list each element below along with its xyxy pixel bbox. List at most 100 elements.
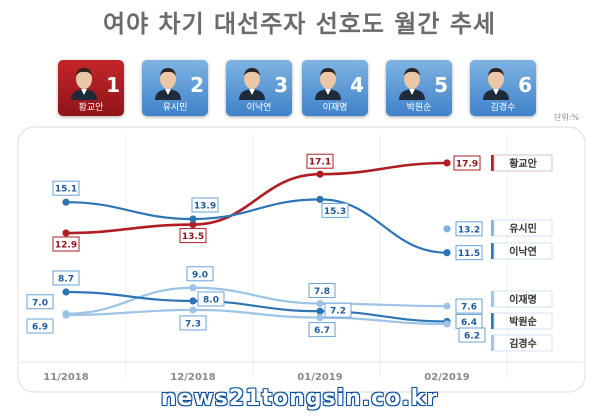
chart-title: 여야 차기 대선주자 선호도 월간 추세 [103,10,496,38]
candidate-card: 5 박원순 [386,60,452,116]
data-point [62,311,70,319]
plot-frame [17,126,586,393]
x-tick-label: 12/2018 [170,372,215,383]
candidate-rank: 2 [190,73,204,97]
unit-label: 단위:% [553,113,579,122]
data-label: 7.8 [314,287,330,297]
legend-label: 김경수 [509,337,537,350]
portrait-icon [155,68,181,100]
series-line [65,290,448,323]
data-point [62,198,70,206]
data-label: 6.4 [461,318,477,328]
data-label: 11.5 [458,249,480,259]
legend-box [493,242,553,260]
x-tick-label: 02/2019 [424,372,469,383]
data-point [443,320,451,328]
candidate-rank: 6 [518,73,532,97]
data-label-box [453,155,481,171]
portrait-icon [399,68,425,100]
data-label-box [186,266,214,282]
data-label: 9.0 [192,270,208,280]
legend-label: 유시민 [509,222,537,235]
data-label: 8.7 [58,275,74,285]
data-label: 6.2 [464,332,480,342]
data-point [189,306,197,314]
data-label-box [52,236,80,252]
candidate-card: 1 황교안 [58,60,124,116]
x-tick-label: 11/2018 [43,372,88,383]
data-label-box [455,221,483,237]
candidate-card: 6 김경수 [470,60,536,116]
candidate-name: 이낙연 [246,103,272,113]
data-point [316,170,324,178]
candidate-name: 이재명 [322,103,348,113]
data-point [316,307,324,315]
legend-box [493,154,553,172]
data-label-box [308,283,336,299]
legend-marker [491,335,494,351]
data-point [316,299,324,308]
portrait-icon [71,68,97,100]
candidate-name: 유시민 [162,103,188,113]
data-point [316,195,324,203]
candidate-name: 박원순 [406,103,432,113]
data-label-box [191,197,219,213]
data-label-box [179,228,207,244]
data-label-box [306,153,334,169]
data-point [189,215,197,223]
data-label: 6.9 [32,323,48,333]
data-label: 12.9 [55,241,77,251]
data-label: 13.9 [194,202,216,212]
legend-marker [491,220,494,236]
legend-label: 황교안 [509,157,537,170]
candidate-card: 3 이낙연 [226,60,292,116]
data-label-box [26,318,54,334]
portrait-icon [483,68,509,100]
watermark: news21tongsin.co.kr [160,386,439,411]
data-label: 7.6 [461,303,477,313]
data-point [443,225,451,233]
candidate-rank: 5 [434,73,448,97]
legend-label: 박원순 [509,315,537,328]
data-label-box [52,270,80,286]
data-label: 8.0 [203,295,219,305]
data-label: 15.1 [55,185,77,195]
data-label-box [52,180,80,196]
legend-box [493,290,553,308]
legend-marker [491,155,494,171]
data-point [316,314,324,322]
portrait-icon [315,68,341,100]
data-label-box [179,315,207,331]
data-label: 13.5 [182,232,204,242]
data-label-box [458,327,486,343]
legend-marker [491,243,494,259]
data-label: 7.3 [185,319,201,329]
data-label: 7.2 [330,307,346,317]
data-label: 17.9 [456,160,478,170]
data-point [62,229,70,237]
data-label: 13.2 [458,225,480,235]
data-point [443,249,451,257]
data-label-box [321,202,349,218]
data-label-box [26,294,54,310]
candidate-card: 4 이재명 [302,60,368,116]
series-line [65,308,448,326]
legend-box [493,219,553,237]
data-label: 17.1 [309,158,331,168]
candidate-card: 2 유시민 [142,60,208,116]
legend-label: 이재명 [509,293,537,306]
data-point [189,284,197,292]
legend-box [493,312,553,330]
legend-marker [491,291,494,307]
data-point [189,221,197,229]
candidate-name: 황교안 [78,103,104,113]
legend-label: 이낙연 [509,245,537,258]
data-label-box [197,291,225,307]
data-label-box [324,302,352,318]
series-line [65,198,448,254]
candidate-rank: 3 [274,73,288,97]
data-label: 6.7 [314,326,330,336]
legend-marker [491,313,494,329]
series-line [65,161,448,235]
